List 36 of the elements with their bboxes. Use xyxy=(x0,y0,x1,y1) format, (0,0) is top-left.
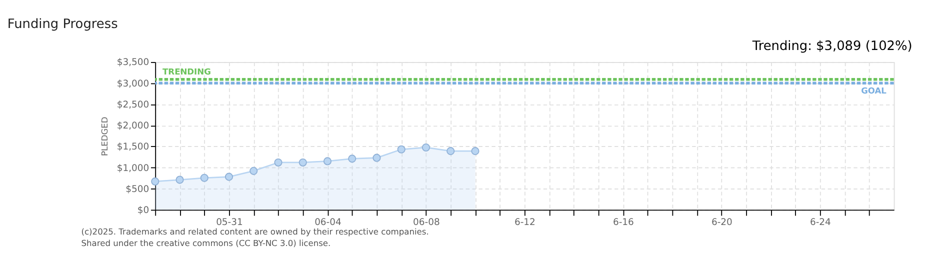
point xyxy=(176,176,184,184)
point xyxy=(348,154,356,163)
ref-line-label: TRENDING xyxy=(162,66,212,77)
point xyxy=(446,147,455,156)
y-tick-label: $500 xyxy=(126,184,150,195)
y-tick-label: $1,500 xyxy=(116,142,150,153)
y-axis-title: PLEDGED xyxy=(100,116,110,156)
y-tick-label: $3,000 xyxy=(116,78,150,90)
x-tick-label: 6-16 xyxy=(612,216,634,228)
y-tick-label: $2,500 xyxy=(116,99,150,110)
point xyxy=(274,158,282,167)
x-tick-label: 6-20 xyxy=(711,216,733,228)
point xyxy=(422,143,430,152)
x-tick-label: 06-04 xyxy=(314,216,342,228)
point xyxy=(151,177,160,186)
x-tick-label: 6-12 xyxy=(514,216,536,228)
y-tick-label: $0 xyxy=(137,204,150,216)
text: (c)2025. Trademarks and related content are owned by their respective companies. xyxy=(81,226,429,237)
point xyxy=(200,174,208,182)
ref-line-label: GOAL xyxy=(861,85,888,96)
point xyxy=(250,166,258,175)
point xyxy=(471,147,480,156)
point xyxy=(298,158,307,167)
point xyxy=(224,172,234,181)
text: Shared under the creative commons (CC BY-NC 3.0) license. xyxy=(81,238,331,248)
point xyxy=(397,145,406,154)
text: Trending: $3,089 (102%) xyxy=(751,39,912,54)
x-tick-label: 06-08 xyxy=(413,216,440,228)
x-tick-label: 6-24 xyxy=(810,216,832,228)
y-tick-label: $2,000 xyxy=(116,120,150,132)
y-tick-label: $3,500 xyxy=(116,57,150,68)
point xyxy=(323,157,332,166)
chart-title: Funding Progress xyxy=(7,16,118,32)
point xyxy=(372,154,381,162)
y-tick-label: $1,000 xyxy=(116,162,150,174)
x-tick-label: 05-31 xyxy=(216,216,243,228)
